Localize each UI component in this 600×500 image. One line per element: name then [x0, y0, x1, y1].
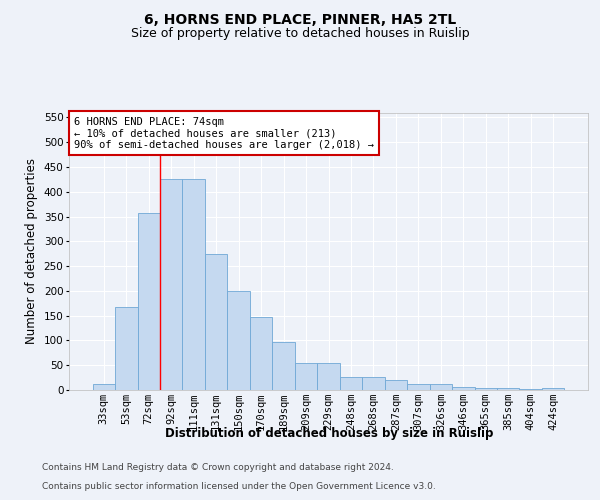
Text: Size of property relative to detached houses in Ruislip: Size of property relative to detached ho…	[131, 28, 469, 40]
Bar	[475, 388, 497, 390]
Text: Distribution of detached houses by size in Ruislip: Distribution of detached houses by size …	[164, 428, 493, 440]
Bar	[115, 306, 137, 390]
Bar	[137, 213, 160, 390]
Bar	[227, 291, 250, 390]
Text: 6 HORNS END PLACE: 74sqm
← 10% of detached houses are smaller (213)
90% of semi-: 6 HORNS END PLACE: 74sqm ← 10% of detach…	[74, 116, 374, 150]
Text: Contains public sector information licensed under the Open Government Licence v3: Contains public sector information licen…	[42, 482, 436, 491]
Text: Contains HM Land Registry data © Crown copyright and database right 2024.: Contains HM Land Registry data © Crown c…	[42, 464, 394, 472]
Bar	[182, 180, 205, 390]
Bar	[385, 380, 407, 390]
Y-axis label: Number of detached properties: Number of detached properties	[25, 158, 38, 344]
Bar	[430, 384, 452, 390]
Bar	[250, 316, 272, 390]
Bar	[295, 362, 317, 390]
Bar	[542, 388, 565, 390]
Bar	[340, 376, 362, 390]
Bar	[497, 388, 520, 390]
Bar	[205, 254, 227, 390]
Bar	[407, 384, 430, 390]
Bar	[272, 342, 295, 390]
Bar	[317, 362, 340, 390]
Bar	[160, 180, 182, 390]
Bar	[362, 376, 385, 390]
Bar	[92, 384, 115, 390]
Text: 6, HORNS END PLACE, PINNER, HA5 2TL: 6, HORNS END PLACE, PINNER, HA5 2TL	[144, 12, 456, 26]
Bar	[452, 386, 475, 390]
Bar	[520, 389, 542, 390]
